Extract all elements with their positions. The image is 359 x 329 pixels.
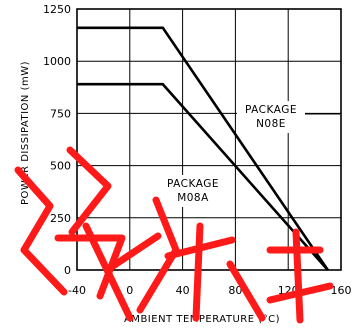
y-tick-label: 1000 [43, 55, 71, 68]
y-tick-label: 250 [50, 212, 71, 225]
chart-annotations: PACKAGE N08E PACKAGE M08A [159, 101, 340, 207]
x-tick-label: 160 [331, 284, 352, 297]
annotation-2: PACKAGE M08A [159, 175, 227, 207]
watermark-logo [14, 146, 334, 324]
annotation-line: PACKAGE [245, 104, 297, 116]
annotation-1: PACKAGE N08E [237, 101, 340, 133]
series-line-1 [77, 26, 329, 271]
y-tick-label: 1250 [43, 3, 71, 16]
annotation-background [237, 101, 305, 133]
annotation-background [159, 175, 227, 207]
annotation-line: M08A [177, 192, 209, 204]
annotation-line: PACKAGE [167, 178, 219, 190]
x-tick-label: -40 [68, 284, 86, 297]
chart-series [77, 26, 329, 271]
y-tick-label: 0 [64, 264, 71, 277]
y-axis-label: POWER DISSIPATION (mW) [20, 61, 31, 205]
y-tick-label: 750 [50, 107, 71, 120]
plot-frame [76, 8, 342, 271]
x-axis-label: AMBIENT TEMPERATURE (°C) [124, 314, 280, 325]
series-line-2 [77, 82, 329, 271]
x-tick-label: 0 [126, 284, 133, 297]
x-tick-label: 80 [228, 284, 242, 297]
annotation-line: N08E [256, 118, 286, 130]
y-tick-label: 500 [50, 160, 71, 173]
x-tick-label: 40 [176, 284, 190, 297]
